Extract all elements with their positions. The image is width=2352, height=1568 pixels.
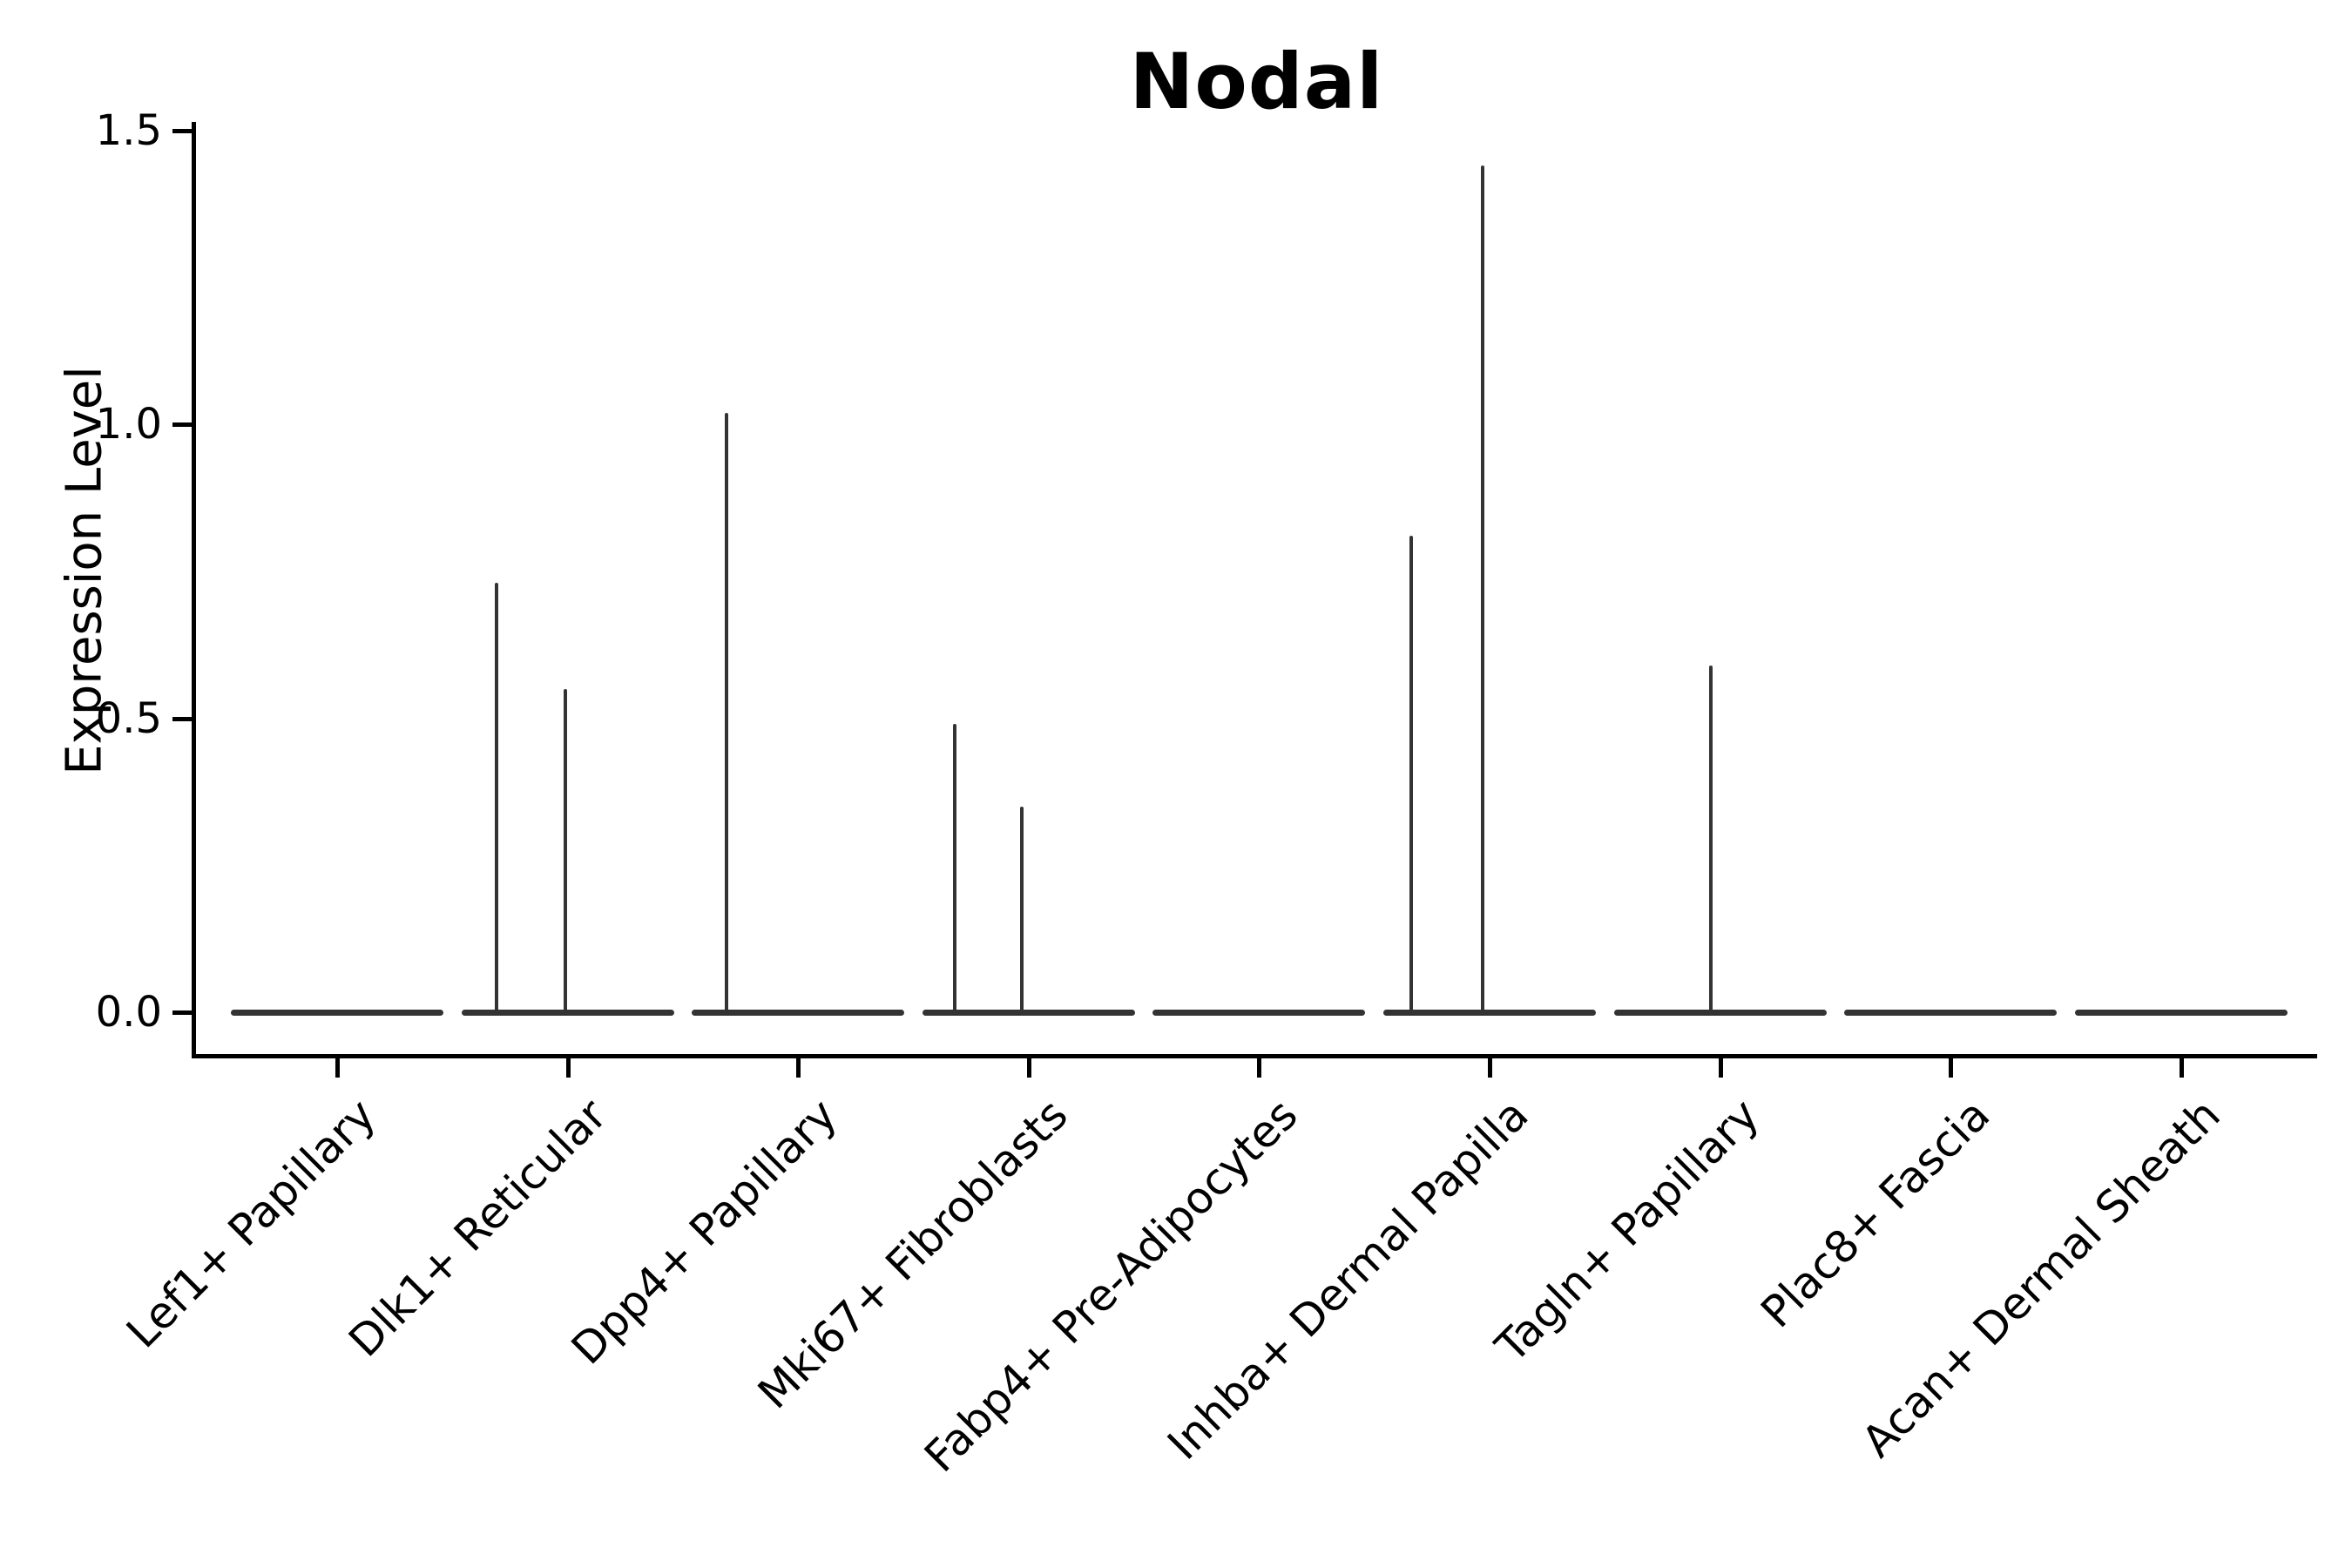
x-axis-spine [192, 1054, 2317, 1058]
violin-baseline [461, 1010, 674, 1016]
x-tick-label: Plac8+ Fascia [1751, 1089, 1999, 1338]
y-tick-label: 0.0 [95, 988, 162, 1037]
x-tick [1026, 1058, 1031, 1078]
violin-baseline [1152, 1010, 1366, 1016]
x-tick [335, 1058, 340, 1078]
x-tick [796, 1058, 801, 1078]
x-tick-label: Fabp4+ Pre-Adipocytes [915, 1089, 1308, 1483]
x-tick [1257, 1058, 1262, 1078]
y-tick-label: 0.5 [95, 693, 162, 743]
violin-spike [563, 688, 567, 1012]
x-tick [1488, 1058, 1492, 1078]
violin-spike [725, 412, 729, 1012]
violin-spike [494, 583, 498, 1012]
y-tick [172, 128, 192, 133]
violin-baseline [1613, 1010, 1827, 1016]
x-tick [1949, 1058, 1954, 1078]
violin-baseline [1383, 1010, 1596, 1016]
violin-baseline [922, 1010, 1135, 1016]
y-tick-label: 1.5 [95, 105, 162, 155]
x-tick-label: Lef1+ Papillary [117, 1089, 386, 1358]
violin-baseline [231, 1010, 443, 1016]
violin-spike [1019, 806, 1024, 1012]
violin-spike [953, 724, 957, 1012]
y-tick-label: 1.0 [95, 400, 162, 449]
y-tick [172, 1010, 192, 1015]
violin-spike [1481, 166, 1485, 1012]
y-axis-spine [192, 122, 196, 1058]
violin-baseline [2074, 1010, 2288, 1016]
violin-baseline [1844, 1010, 2058, 1016]
y-tick [172, 716, 192, 721]
chart-title: Nodal [1129, 37, 1384, 126]
violin-baseline [692, 1010, 905, 1016]
x-tick [565, 1058, 571, 1078]
violin-spike [1409, 536, 1414, 1012]
y-tick [172, 422, 192, 428]
violin-spike [1709, 665, 1713, 1012]
x-tick [1718, 1058, 1723, 1078]
x-tick [2179, 1058, 2184, 1078]
